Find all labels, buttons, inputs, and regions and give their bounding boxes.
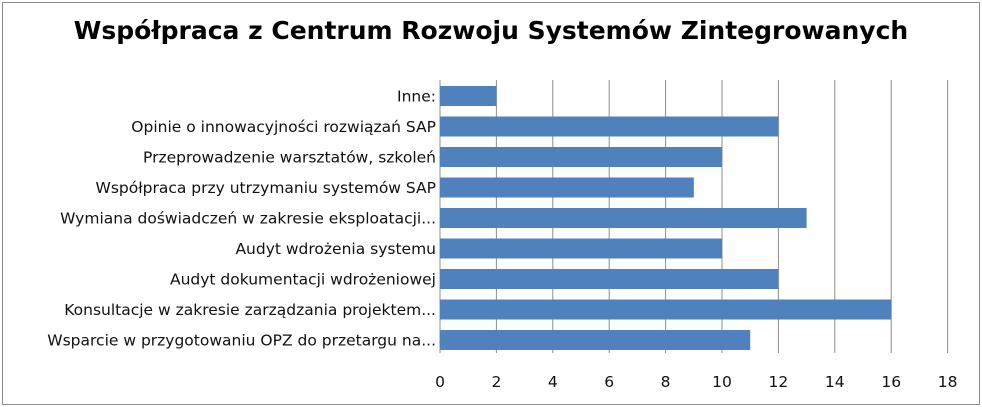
x-tick-label: 10	[712, 373, 732, 391]
x-tick-labels: 0 2 4 6 8 10 12 14 16 18	[435, 373, 957, 391]
x-tick-label: 16	[881, 373, 901, 391]
bar	[440, 116, 779, 137]
bar	[440, 238, 722, 259]
x-tick-label: 18	[938, 373, 958, 391]
category-label: Opinie o innowacyjności rozwiązań SAP	[131, 118, 436, 136]
bar	[440, 299, 892, 320]
category-label: Konsultacje w zakresie zarządzania proje…	[64, 301, 436, 319]
x-tick-label: 12	[769, 373, 789, 391]
category-label: Audyt dokumentacji wdrożeniowej	[170, 271, 436, 289]
category-label: Przeprowadzenie warsztatów, szkoleń	[143, 149, 436, 167]
bar	[440, 330, 751, 350]
x-tick-label: 0	[435, 373, 445, 391]
x-tick-label: 6	[604, 373, 614, 391]
x-tick-label: 8	[661, 373, 671, 391]
category-label: Wsparcie w przygotowaniu OPZ do przetarg…	[47, 332, 436, 350]
bar	[440, 269, 779, 289]
bar	[440, 177, 694, 198]
bar	[440, 208, 807, 228]
bar	[440, 86, 497, 106]
x-tick-label: 4	[548, 373, 558, 391]
category-label: Współpraca przy utrzymaniu systemów SAP	[96, 179, 437, 197]
category-label: Wymiana doświadczeń w zakresie eksploata…	[60, 210, 436, 228]
x-tick-label: 2	[491, 373, 501, 391]
bars	[440, 86, 892, 350]
x-tick-label: 14	[825, 373, 845, 391]
category-labels: Inne: Opinie o innowacyjności rozwiązań S…	[47, 88, 436, 350]
category-label: Audyt wdrożenia systemu	[235, 240, 436, 258]
category-label: Inne:	[397, 88, 436, 106]
chart-title: Współpraca z Centrum Rozwoju Systemów Zi…	[73, 16, 909, 45]
bar	[440, 147, 722, 167]
